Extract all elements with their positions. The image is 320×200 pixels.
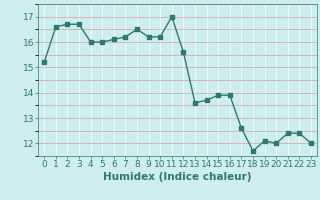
X-axis label: Humidex (Indice chaleur): Humidex (Indice chaleur): [103, 172, 252, 182]
